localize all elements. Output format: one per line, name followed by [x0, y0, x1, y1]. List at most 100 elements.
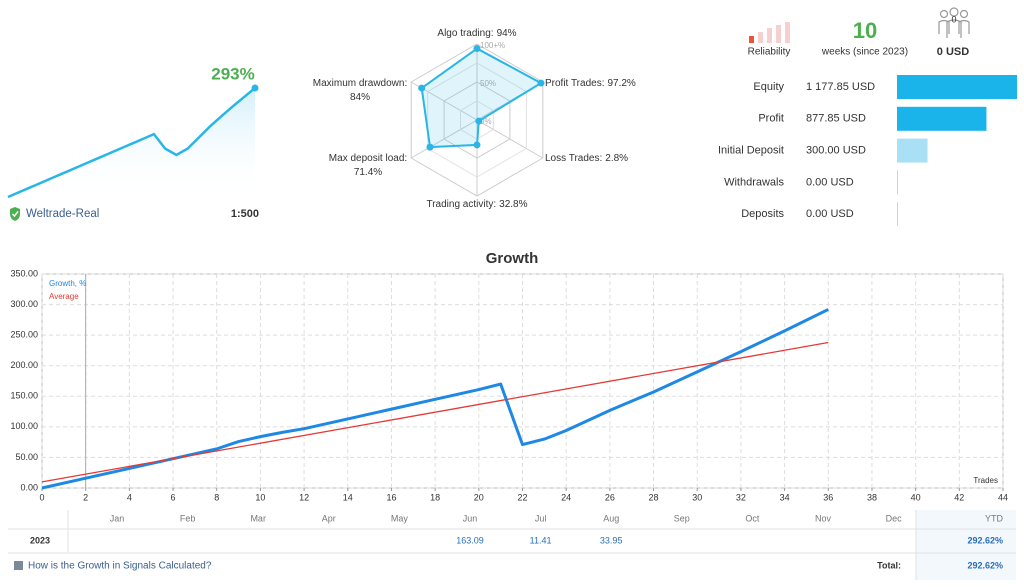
reliability-label: Reliability	[748, 47, 791, 58]
x-tick-label: 6	[171, 492, 176, 502]
reliability-bar	[767, 28, 772, 43]
x-tick-label: 14	[343, 492, 353, 502]
radar-tick-label: 50%	[480, 79, 496, 88]
series-line	[41, 341, 829, 483]
x-tick-label: 4	[127, 492, 132, 502]
sparkline-end	[251, 84, 259, 92]
balance-bar	[897, 202, 898, 227]
y-tick-label: 150.00	[10, 391, 38, 401]
balance-value: 0.00 USD	[806, 208, 854, 220]
y-tick-label: 50.00	[15, 452, 38, 462]
month-header: Oct	[745, 513, 760, 523]
balance-value: 1 177.85 USD	[806, 81, 875, 93]
y-tick-label: 300.00	[10, 299, 38, 309]
reliability-bar	[749, 36, 754, 43]
radar-label: Trading activity: 32.8%	[426, 199, 527, 210]
sparkline-area	[8, 88, 255, 197]
y-tick-label: 200.00	[10, 360, 38, 370]
series-line	[41, 308, 829, 490]
radar-axis-value: 94%	[497, 28, 517, 39]
balance-label: Deposits	[741, 208, 784, 220]
balance-label: Withdrawals	[724, 176, 784, 188]
radar-label: Max deposit load: 71.4%	[329, 153, 407, 178]
subscribers-icon	[938, 7, 970, 38]
growth-percent: 293%	[211, 64, 254, 83]
row-ytd: 292.62%	[967, 535, 1003, 545]
weeks-label: weeks (since 2023)	[821, 47, 908, 58]
x-tick-label: 24	[561, 492, 571, 502]
month-value: 163.09	[456, 535, 484, 545]
x-tick-label: 38	[867, 492, 877, 502]
radar-tick-label: 0%	[480, 117, 492, 126]
month-header: Aug	[603, 513, 619, 523]
person-body	[946, 19, 962, 38]
radar-point	[426, 143, 434, 151]
x-tick-label: 28	[649, 492, 659, 502]
x-tick-label: 36	[823, 492, 833, 502]
y-tick-label: 100.00	[10, 421, 38, 431]
radar-axis-name: Algo trading:	[437, 28, 493, 39]
x-tick-label: 2	[83, 492, 88, 502]
x-tick-label: 20	[474, 492, 484, 502]
radar-label: Loss Trades: 2.8%	[545, 153, 628, 164]
radar-tick-label: 100+%	[480, 41, 505, 50]
total-value: 292.62%	[967, 560, 1003, 570]
month-header: Mar	[250, 513, 266, 523]
x-tick-label: 10	[255, 492, 265, 502]
y-tick-label: 350.00	[10, 268, 38, 278]
leverage: 1:500	[231, 208, 259, 220]
help-link[interactable]: How is the Growth in Signals Calculated?	[28, 561, 212, 572]
radar-point	[473, 141, 481, 149]
reliability-bar	[776, 25, 781, 43]
subscribers-funds: 0 USD	[937, 46, 969, 58]
x-tick-label: 34	[780, 492, 790, 502]
balance-bar	[897, 106, 987, 131]
radar-area	[420, 47, 543, 149]
legend-entry: Average	[49, 292, 79, 301]
verified-check	[11, 211, 19, 218]
x-tick-label: 18	[430, 492, 440, 502]
y-tick-label: 250.00	[10, 330, 38, 340]
radar-label: Algo trading: 94%	[437, 28, 516, 39]
weeks: 10	[853, 18, 877, 43]
row-year: 2023	[30, 535, 50, 545]
x-tick-label: 32	[736, 492, 746, 502]
balance-bar	[897, 75, 1017, 99]
ytd-header: YTD	[985, 513, 1004, 523]
month-header: Jun	[463, 513, 478, 523]
radar-point	[537, 79, 545, 87]
person-head	[959, 9, 969, 19]
radar-point	[475, 117, 483, 125]
reliability-icon	[749, 22, 790, 43]
month-header: Apr	[322, 513, 336, 523]
month-header: May	[391, 513, 409, 523]
radar-label: Maximum drawdown: 84%	[313, 78, 407, 103]
month-header: Sep	[674, 513, 690, 523]
person-body	[938, 19, 970, 34]
month-value: 11.41	[530, 535, 552, 545]
balance-value: 0.00 USD	[806, 176, 854, 188]
balance-bar	[897, 170, 898, 195]
radar-point	[473, 45, 481, 53]
radar-axis-name: Maximum drawdown:	[313, 78, 407, 89]
radar-label: Profit Trades: 97.2%	[545, 78, 636, 89]
x-tick-label: 8	[214, 492, 219, 502]
month-header: Feb	[180, 513, 196, 523]
balance-value: 877.85 USD	[806, 113, 866, 125]
reliability-bar	[785, 22, 790, 43]
radar-axis-value: 32.8%	[499, 199, 527, 210]
radar-axis-name: Profit Trades:	[545, 78, 604, 89]
balance-bar	[897, 138, 928, 163]
x-tick-label: 44	[998, 492, 1008, 502]
radar-axis-name: Trading activity:	[426, 199, 496, 210]
total-label: Total:	[877, 560, 901, 570]
month-header: Dec	[886, 513, 903, 523]
chart-title: Growth	[486, 250, 539, 267]
balance-label: Profit	[758, 113, 784, 125]
radar-axis-name: Loss Trades:	[545, 153, 602, 164]
verified-icon	[10, 207, 20, 221]
radar-axis-value: 71.4%	[354, 167, 382, 178]
balance-label: Initial Deposit	[718, 145, 784, 157]
